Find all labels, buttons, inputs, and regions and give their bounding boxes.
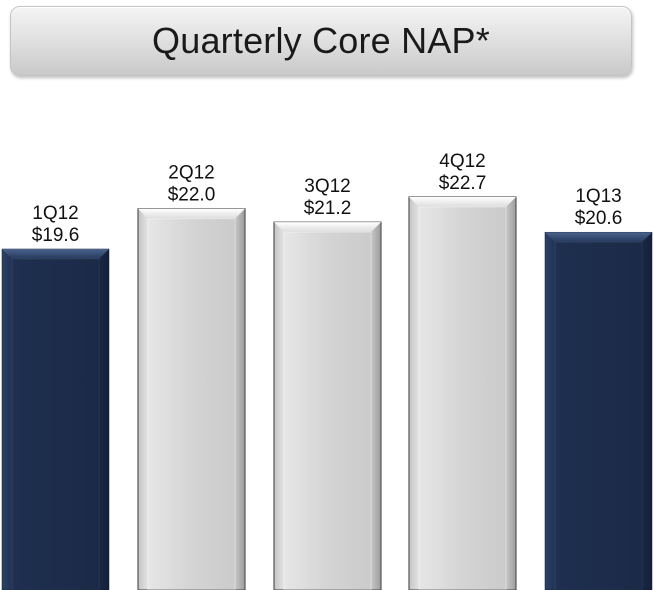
bar-value-label: $19.6 — [32, 225, 80, 246]
bar-bevel-4q12 — [409, 197, 516, 207]
bar-face-1q13 — [554, 241, 643, 590]
bar-bevel-3q12 — [274, 222, 381, 233]
bar-category-label: 1Q12 — [32, 203, 78, 224]
chart-title: Quarterly Core NAP* — [152, 20, 490, 61]
bar-bevel-1q12 — [2, 249, 109, 259]
bar-1q13 — [544, 231, 653, 590]
bar-category-label: 2Q12 — [168, 163, 214, 184]
bar-bevel-2q12 — [138, 208, 245, 219]
bar-group-4q12: 4Q12$22.7 — [408, 151, 517, 590]
bar-group-3q12: 3Q12$21.2 — [273, 176, 382, 590]
bar-face-1q12 — [11, 258, 100, 590]
bar-2q12 — [137, 208, 246, 590]
bar-category-label: 3Q12 — [304, 176, 350, 197]
bar-value-label: $22.0 — [168, 185, 216, 206]
bar-group-1q12: 1Q12$19.6 — [1, 203, 110, 590]
bar-bevel-1q13 — [545, 232, 652, 243]
bar-3q12 — [273, 221, 382, 590]
bar-value-label: $21.2 — [304, 198, 352, 219]
bar-face-3q12 — [283, 231, 372, 590]
chart-title-banner: Quarterly Core NAP* — [10, 6, 632, 76]
bar-group-2q12: 2Q12$22.0 — [137, 163, 246, 590]
bar-1q12 — [1, 248, 110, 590]
bar-face-4q12 — [418, 206, 507, 590]
bar-category-label: 1Q13 — [575, 186, 621, 207]
bar-4q12 — [408, 196, 517, 590]
bar-category-label: 4Q12 — [439, 151, 485, 172]
bar-value-label: $22.7 — [439, 173, 487, 194]
bar-group-1q13: 1Q13$20.6 — [544, 186, 653, 590]
bar-value-label: $20.6 — [575, 208, 623, 229]
